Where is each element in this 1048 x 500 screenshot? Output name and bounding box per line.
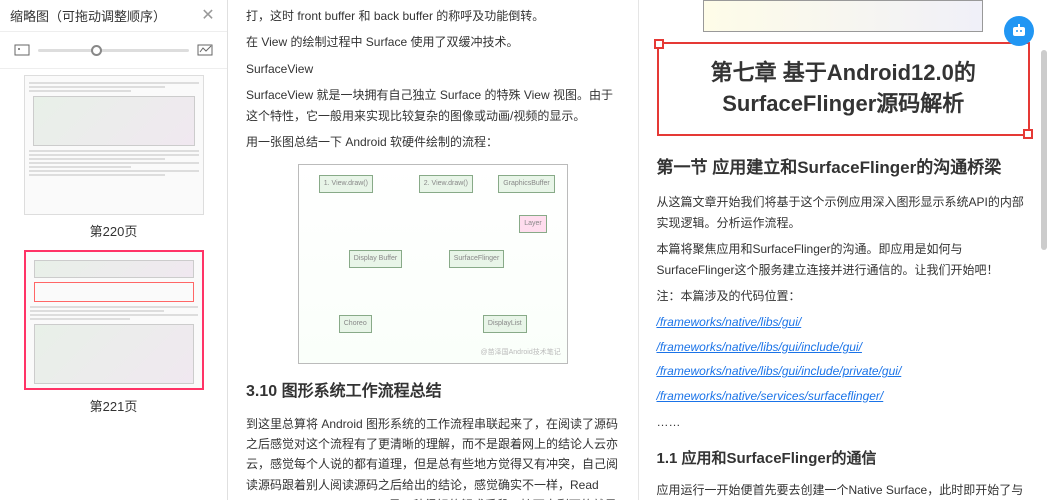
- thumbnail-item[interactable]: 第221页: [14, 250, 213, 415]
- zoom-controls: [0, 32, 227, 69]
- main-content: 打，这时 front buffer 和 back buffer 的称呼及功能倒转…: [228, 0, 1048, 500]
- paragraph: 用一张图总结一下 Android 软硬件绘制的流程：: [246, 132, 620, 152]
- assistant-float-button[interactable]: [1004, 16, 1034, 46]
- paragraph: 本篇将聚焦应用和SurfaceFlinger的沟通。即应用是如何与Surface…: [657, 239, 1031, 280]
- thumbnail-list: 第220页 第221页: [0, 69, 227, 500]
- thumbnail-preview-selected: [24, 250, 204, 390]
- thumbnail-item[interactable]: 第220页: [14, 75, 213, 240]
- code-path-link[interactable]: /frameworks/native/services/surfacefling…: [657, 386, 1031, 406]
- paragraph: 从这篇文章开始我们将基于这个示例应用深入图形显示系统API的内部实现逻辑。分析运…: [657, 192, 1031, 233]
- thumbnail-label: 第220页: [14, 221, 213, 240]
- paragraph: SurfaceView 就是一块拥有自己独立 Surface 的特殊 View …: [246, 85, 620, 126]
- zoom-out-icon[interactable]: [14, 42, 30, 58]
- subsection-heading: 1.1 应用和SurfaceFlinger的通信: [657, 446, 1031, 472]
- document-page-right: 第七章 基于Android12.0的SurfaceFlinger源码解析 第一节…: [639, 0, 1048, 500]
- zoom-in-icon[interactable]: [197, 42, 213, 58]
- close-icon[interactable]: ✕: [199, 7, 217, 25]
- chapter-title-box: 第七章 基于Android12.0的SurfaceFlinger源码解析: [657, 42, 1031, 136]
- paragraph: 到这里总算将 Android 图形系统的工作流程串联起来了，在阅读了源码之后感觉…: [246, 414, 620, 500]
- code-path-link[interactable]: /frameworks/native/libs/gui/include/gui/: [657, 337, 1031, 357]
- sidebar-title: 缩略图（可拖动调整顺序）: [10, 6, 166, 25]
- paragraph: 注：本篇涉及的代码位置：: [657, 286, 1031, 306]
- watermark: @苗泽国Android技术笔记: [481, 347, 561, 359]
- code-path-link[interactable]: /frameworks/native/libs/gui/include/priv…: [657, 361, 1031, 381]
- chapter-title: 第七章 基于Android12.0的SurfaceFlinger源码解析: [669, 58, 1019, 120]
- thumbnail-label: 第221页: [14, 396, 213, 415]
- ellipsis: ……: [657, 412, 1031, 432]
- paragraph: 打，这时 front buffer 和 back buffer 的称呼及功能倒转…: [246, 6, 620, 26]
- paragraph: 应用运行一开始便首先要去创建一个Native Surface，此时即开始了与Su…: [657, 480, 1031, 500]
- document-page-left: 打，这时 front buffer 和 back buffer 的称呼及功能倒转…: [228, 0, 639, 500]
- thumbnail-sidebar: 缩略图（可拖动调整顺序） ✕ 第220页: [0, 0, 228, 500]
- section-heading: 3.10 图形系统工作流程总结: [246, 378, 620, 405]
- subheading: SurfaceView: [246, 59, 620, 79]
- sidebar-scrollbar[interactable]: [1040, 0, 1048, 500]
- diagram-image: 1. View.draw() 2. View.draw() GraphicsBu…: [298, 164, 568, 364]
- section-heading: 第一节 应用建立和SurfaceFlinger的沟通桥梁: [657, 154, 1031, 183]
- zoom-slider[interactable]: [38, 49, 189, 52]
- thumbnail-preview: [24, 75, 204, 215]
- paragraph: 在 View 的绘制过程中 Surface 使用了双缓冲技术。: [246, 32, 620, 52]
- sidebar-header: 缩略图（可拖动调整顺序） ✕: [0, 0, 227, 32]
- diagram-image-small: [703, 0, 983, 32]
- code-path-link[interactable]: /frameworks/native/libs/gui/: [657, 312, 1031, 332]
